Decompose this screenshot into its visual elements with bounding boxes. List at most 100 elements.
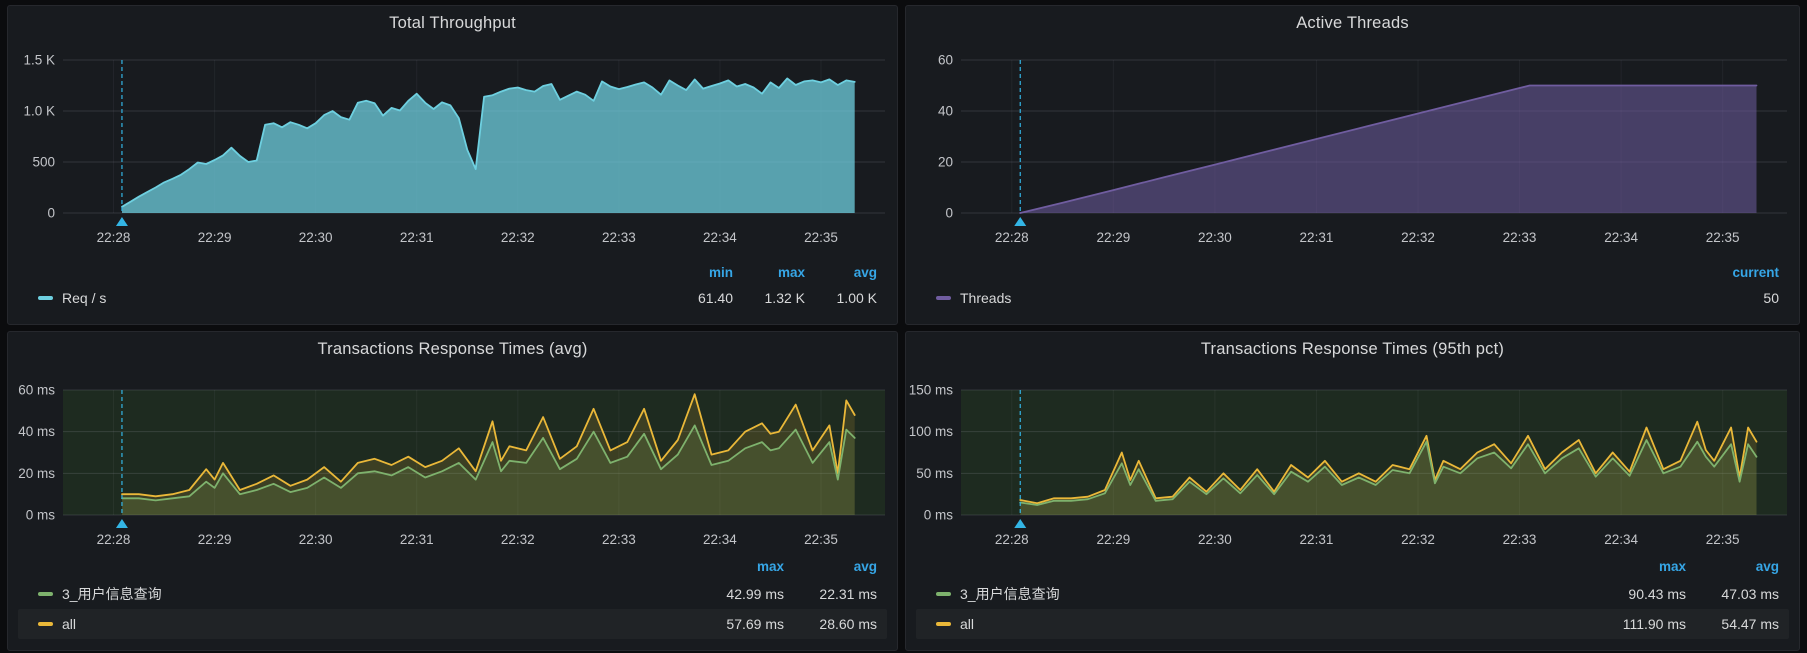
x-tick-label: 22:29 <box>198 230 232 245</box>
chart-container: 22:28 22:29 22:30 22:31 22:32 22:33 22:34 22:35… <box>906 366 1799 552</box>
y-tick-label: 0 ms <box>924 508 954 523</box>
x-tick-label: 22:28 <box>97 230 131 245</box>
legend-value: 50 <box>1763 290 1779 306</box>
y-tick-label: 150 ms <box>909 383 954 398</box>
legend-value: 1.32 K <box>764 290 805 306</box>
x-tick-label: 22:34 <box>1604 230 1638 245</box>
x-tick-label: 22:29 <box>1096 230 1130 245</box>
series-color-dash-icon[interactable] <box>38 622 53 626</box>
legend-series-label[interactable]: all <box>960 616 975 632</box>
legend-response-times-avg: max avg 3_用户信息查询 42.99 ms 22.31 ms all 57.69 m… <box>8 553 897 639</box>
panel-response-times-95th: Transactions Response Times (95th pct) 2… <box>905 331 1800 651</box>
annotation-marker-icon[interactable] <box>1014 217 1027 226</box>
x-tick-label: 22:34 <box>703 532 737 547</box>
legend-row: all 57.69 ms 28.60 ms <box>18 609 887 639</box>
annotation-marker-icon[interactable] <box>1014 519 1027 528</box>
legend-header-row: max avg <box>18 553 887 579</box>
legend-value: 42.99 ms <box>726 586 784 602</box>
legend-value: 90.43 ms <box>1628 586 1686 602</box>
panel-title-response-times-avg[interactable]: Transactions Response Times (avg) <box>317 339 588 358</box>
legend-header-max[interactable]: max <box>777 264 805 280</box>
legend-header-max[interactable]: max <box>1658 558 1686 574</box>
annotation-marker-icon[interactable] <box>115 217 128 226</box>
x-tick-label: 22:32 <box>1401 230 1435 245</box>
legend-header-current[interactable]: current <box>1732 264 1779 280</box>
legend-series-label[interactable]: Req / s <box>62 290 107 306</box>
y-tick-label: 0 ms <box>26 508 56 523</box>
legend-header-max[interactable]: max <box>756 558 784 574</box>
panel-title-response-times-95th[interactable]: Transactions Response Times (95th pct) <box>1200 339 1505 358</box>
series-color-dash-icon[interactable] <box>936 296 951 300</box>
chart-container: 22:28 22:29 22:30 22:31 22:32 22:33 22:34 22:35… <box>906 40 1799 258</box>
legend-value: 22.31 ms <box>819 586 877 602</box>
series-area-0 <box>122 78 855 214</box>
chart-active-threads[interactable]: 22:28 22:29 22:30 22:31 22:32 22:33 22:34 22:35… <box>906 40 1799 258</box>
y-tick-label: 20 ms <box>18 466 55 481</box>
legend-response-times-95th: max avg 3_用户信息查询 90.43 ms 47.03 ms all 111.90 … <box>906 553 1799 639</box>
y-tick-label: 100 ms <box>909 424 954 439</box>
series-area-1 <box>1020 440 1757 515</box>
legend-header-row: current <box>916 259 1789 285</box>
x-tick-label: 22:33 <box>1503 230 1537 245</box>
panel-title-total-throughput[interactable]: Total Throughput <box>389 13 516 32</box>
x-tick-label: 22:30 <box>299 230 333 245</box>
y-tick-label: 0 <box>945 206 953 221</box>
legend-value: 57.69 ms <box>726 616 784 632</box>
x-tick-label: 22:33 <box>602 532 636 547</box>
series-line-0[interactable] <box>121 393 856 498</box>
legend-series-label[interactable]: Threads <box>960 290 1012 306</box>
x-tick-label: 22:35 <box>804 230 838 245</box>
legend-header-avg[interactable]: avg <box>853 558 877 574</box>
y-tick-label: 40 ms <box>18 424 55 439</box>
legend-row: Req / s 61.40 1.32 K 1.00 K <box>18 285 887 311</box>
chart-container: 22:28 22:29 22:30 22:31 22:32 22:33 22:34 22:35… <box>8 366 897 552</box>
chart-total-throughput[interactable]: 22:28 22:29 22:30 22:31 22:32 22:33 22:34 22:35… <box>8 40 897 258</box>
x-tick-label: 22:28 <box>995 532 1029 547</box>
legend-value: 28.60 ms <box>819 616 877 632</box>
legend-total-throughput: min max avg Req / s 61.40 1.32 K 1.00 K <box>8 259 897 311</box>
series-color-dash-icon[interactable] <box>936 622 951 626</box>
panel-active-threads: Active Threads 22:28 22:29 22:30 22:31 22:32… <box>905 5 1800 325</box>
x-tick-label: 22:33 <box>1503 532 1537 547</box>
x-tick-label: 22:35 <box>1706 230 1740 245</box>
x-tick-label: 22:29 <box>1096 532 1130 547</box>
series-color-dash-icon[interactable] <box>38 592 53 596</box>
series-line-1[interactable] <box>121 424 856 502</box>
chart-response-times-avg[interactable]: 22:28 22:29 22:30 22:31 22:32 22:33 22:34 22:35… <box>8 366 897 552</box>
series-line-1[interactable] <box>1019 439 1758 506</box>
series-color-dash-icon[interactable] <box>936 592 951 596</box>
y-tick-label: 20 <box>938 155 953 170</box>
panel-total-throughput: Total Throughput 22:28 22:29 22:30 22:31 22:… <box>7 5 898 325</box>
legend-header-min[interactable]: min <box>708 264 733 280</box>
y-tick-label: 0 <box>47 206 55 221</box>
series-line-0[interactable] <box>1019 84 1758 214</box>
panel-response-times-avg: Transactions Response Times (avg) 22:28 2… <box>7 331 898 651</box>
x-tick-label: 22:35 <box>804 532 838 547</box>
legend-header-avg[interactable]: avg <box>853 264 877 280</box>
legend-series-label[interactable]: 3_用户信息查询 <box>62 586 162 602</box>
legend-row: Threads 50 <box>916 285 1789 311</box>
panel-title-active-threads[interactable]: Active Threads <box>1296 13 1409 32</box>
annotation-marker-icon[interactable] <box>115 519 128 528</box>
legend-row: 3_用户信息查询 42.99 ms 22.31 ms <box>18 579 887 609</box>
chart-response-times-95th[interactable]: 22:28 22:29 22:30 22:31 22:32 22:33 22:34 22:35… <box>906 366 1799 552</box>
series-area-1 <box>122 425 855 515</box>
x-tick-label: 22:32 <box>501 230 535 245</box>
series-area-0 <box>122 394 855 515</box>
x-tick-label: 22:31 <box>400 230 434 245</box>
series-line-0[interactable] <box>121 77 856 208</box>
x-tick-label: 22:29 <box>198 532 232 547</box>
plot-area-background <box>961 390 1787 515</box>
legend-header-avg[interactable]: avg <box>1755 558 1779 574</box>
legend-series-label[interactable]: 3_用户信息查询 <box>960 586 1060 602</box>
legend-series-label[interactable]: all <box>62 616 77 632</box>
x-tick-label: 22:30 <box>1198 230 1232 245</box>
y-tick-label: 50 ms <box>916 466 953 481</box>
legend-value: 1.00 K <box>836 290 877 306</box>
series-line-0[interactable] <box>1019 420 1758 505</box>
legend-value: 54.47 ms <box>1721 616 1779 632</box>
x-tick-label: 22:34 <box>1604 532 1638 547</box>
series-color-dash-icon[interactable] <box>38 296 53 300</box>
y-tick-label: 40 <box>938 104 953 119</box>
